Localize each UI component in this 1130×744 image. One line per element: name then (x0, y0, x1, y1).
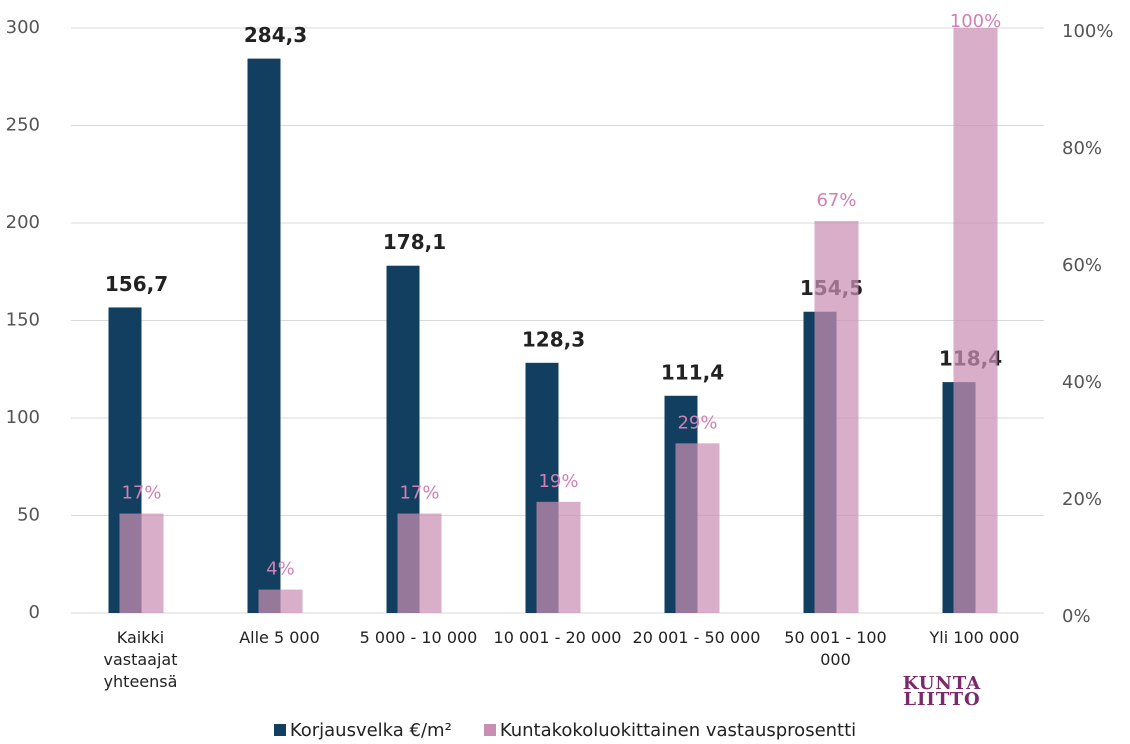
y2-tick-label: 100% (1062, 21, 1113, 42)
y2-tick-label: 0% (1062, 606, 1091, 627)
legend-swatch (483, 724, 496, 736)
y-tick-label: 300 (6, 17, 40, 38)
value-label: 284,3 (244, 23, 307, 47)
x-tick-label: 50 001 - 100 000 (784, 628, 887, 669)
y2-tick-label: 40% (1062, 372, 1102, 393)
x-tick-label: 20 001 - 50 000 (632, 628, 761, 647)
value-label: 178,1 (383, 230, 446, 254)
value-label: 111,4 (661, 360, 724, 384)
bar (675, 443, 720, 613)
legend-label: Kuntakokoluokittainen vastausprosentti (499, 720, 857, 741)
bar (397, 513, 442, 613)
y-tick-label: 150 (6, 310, 40, 331)
legend-item: Korjausvelka €/m² (273, 720, 452, 741)
legend-label: Korjausvelka €/m² (289, 720, 452, 741)
bar (814, 221, 859, 614)
value-label: 4% (266, 559, 295, 580)
x-tick-label: Alle 5 000 (239, 628, 320, 647)
x-tick-label: 5 000 - 10 000 (359, 628, 478, 647)
bar (247, 58, 281, 614)
value-label: 67% (816, 190, 856, 211)
x-tick-label: Kaikki vastaajat yhteensä (103, 628, 178, 691)
value-label: 156,7 (105, 272, 168, 296)
value-label: 19% (538, 471, 578, 492)
y2-tick-label: 20% (1062, 489, 1102, 510)
x-tick-label: Yli 100 000 (929, 628, 1020, 647)
bar (258, 589, 303, 613)
y-tick-label: 50 (17, 505, 40, 526)
y-tick-label: 0 (29, 602, 40, 623)
value-label: 17% (399, 483, 439, 504)
legend-swatch (273, 724, 286, 736)
logo: KUNTALIITTO (902, 673, 982, 710)
y2-tick-label: 60% (1062, 255, 1102, 276)
y2-tick-label: 80% (1062, 138, 1102, 159)
x-tick-label: 10 001 - 20 000 (493, 628, 622, 647)
bar (953, 28, 998, 613)
y-tick-label: 200 (6, 212, 40, 233)
bar (119, 513, 164, 613)
y-tick-label: 100 (6, 407, 40, 428)
value-label: 128,3 (522, 327, 585, 351)
legend: Korjausvelka €/m² Kuntakokoluokittainen v… (0, 720, 1130, 741)
value-label: 100% (950, 11, 1001, 32)
legend-item: Kuntakokoluokittainen vastausprosentti (483, 720, 857, 741)
y-tick-label: 250 (6, 115, 40, 136)
value-label: 29% (677, 412, 717, 433)
bar (536, 501, 581, 613)
value-label: 17% (121, 483, 161, 504)
